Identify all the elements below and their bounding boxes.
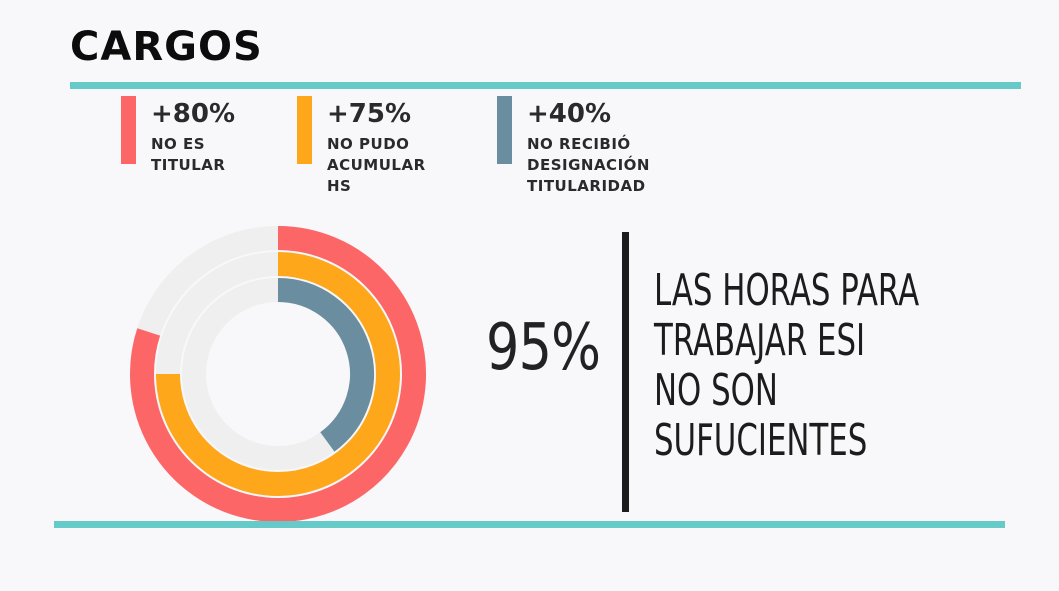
legend-description: NO ES TITULAR	[151, 134, 301, 176]
legend-description-line: TITULAR	[151, 156, 226, 174]
page-title: CARGOS	[70, 24, 263, 70]
ring-value-no-titular	[130, 226, 426, 522]
vertical-divider	[622, 232, 629, 512]
legend-description: NO PUDO ACUMULAR HS	[327, 134, 477, 197]
statement-line: TRABAJAR ESI	[654, 315, 866, 366]
ring-value-no-designacion	[277, 278, 374, 452]
statement-line: LAS HORAS PARA	[654, 265, 920, 316]
legend-description-line: ACUMULAR	[327, 156, 426, 174]
concentric-donut-chart	[130, 226, 426, 522]
statement-line: SUFUCIENTES	[654, 415, 868, 466]
highlight-percentage: 95%	[486, 311, 601, 385]
legend-description-line: TITULARIDAD	[527, 177, 646, 195]
legend-description: NO RECIBIÓ DESIGNACIÓN TITULARIDAD	[527, 134, 677, 197]
legend-percentage: +75%	[327, 99, 412, 129]
legend-description-line: NO PUDO	[327, 135, 410, 153]
ring-value-no-acumular-hs	[156, 252, 400, 496]
statement-line: NO SON	[654, 365, 778, 416]
legend-description-line: HS	[327, 177, 352, 195]
bottom-divider	[54, 521, 1005, 528]
legend-description-line: NO ES	[151, 135, 206, 153]
legend-description-line: DESIGNACIÓN	[527, 156, 650, 174]
legend-color-swatch	[497, 96, 512, 164]
legend-description-line: NO RECIBIÓ	[527, 135, 631, 153]
legend-color-swatch	[121, 96, 136, 164]
legend-percentage: +80%	[151, 99, 236, 129]
legend-color-swatch	[297, 96, 312, 164]
highlight-statement: LAS HORAS PARA TRABAJAR ESI NO SON SUFUC…	[654, 266, 1033, 466]
top-divider	[70, 82, 1021, 89]
legend-percentage: +40%	[527, 99, 612, 129]
